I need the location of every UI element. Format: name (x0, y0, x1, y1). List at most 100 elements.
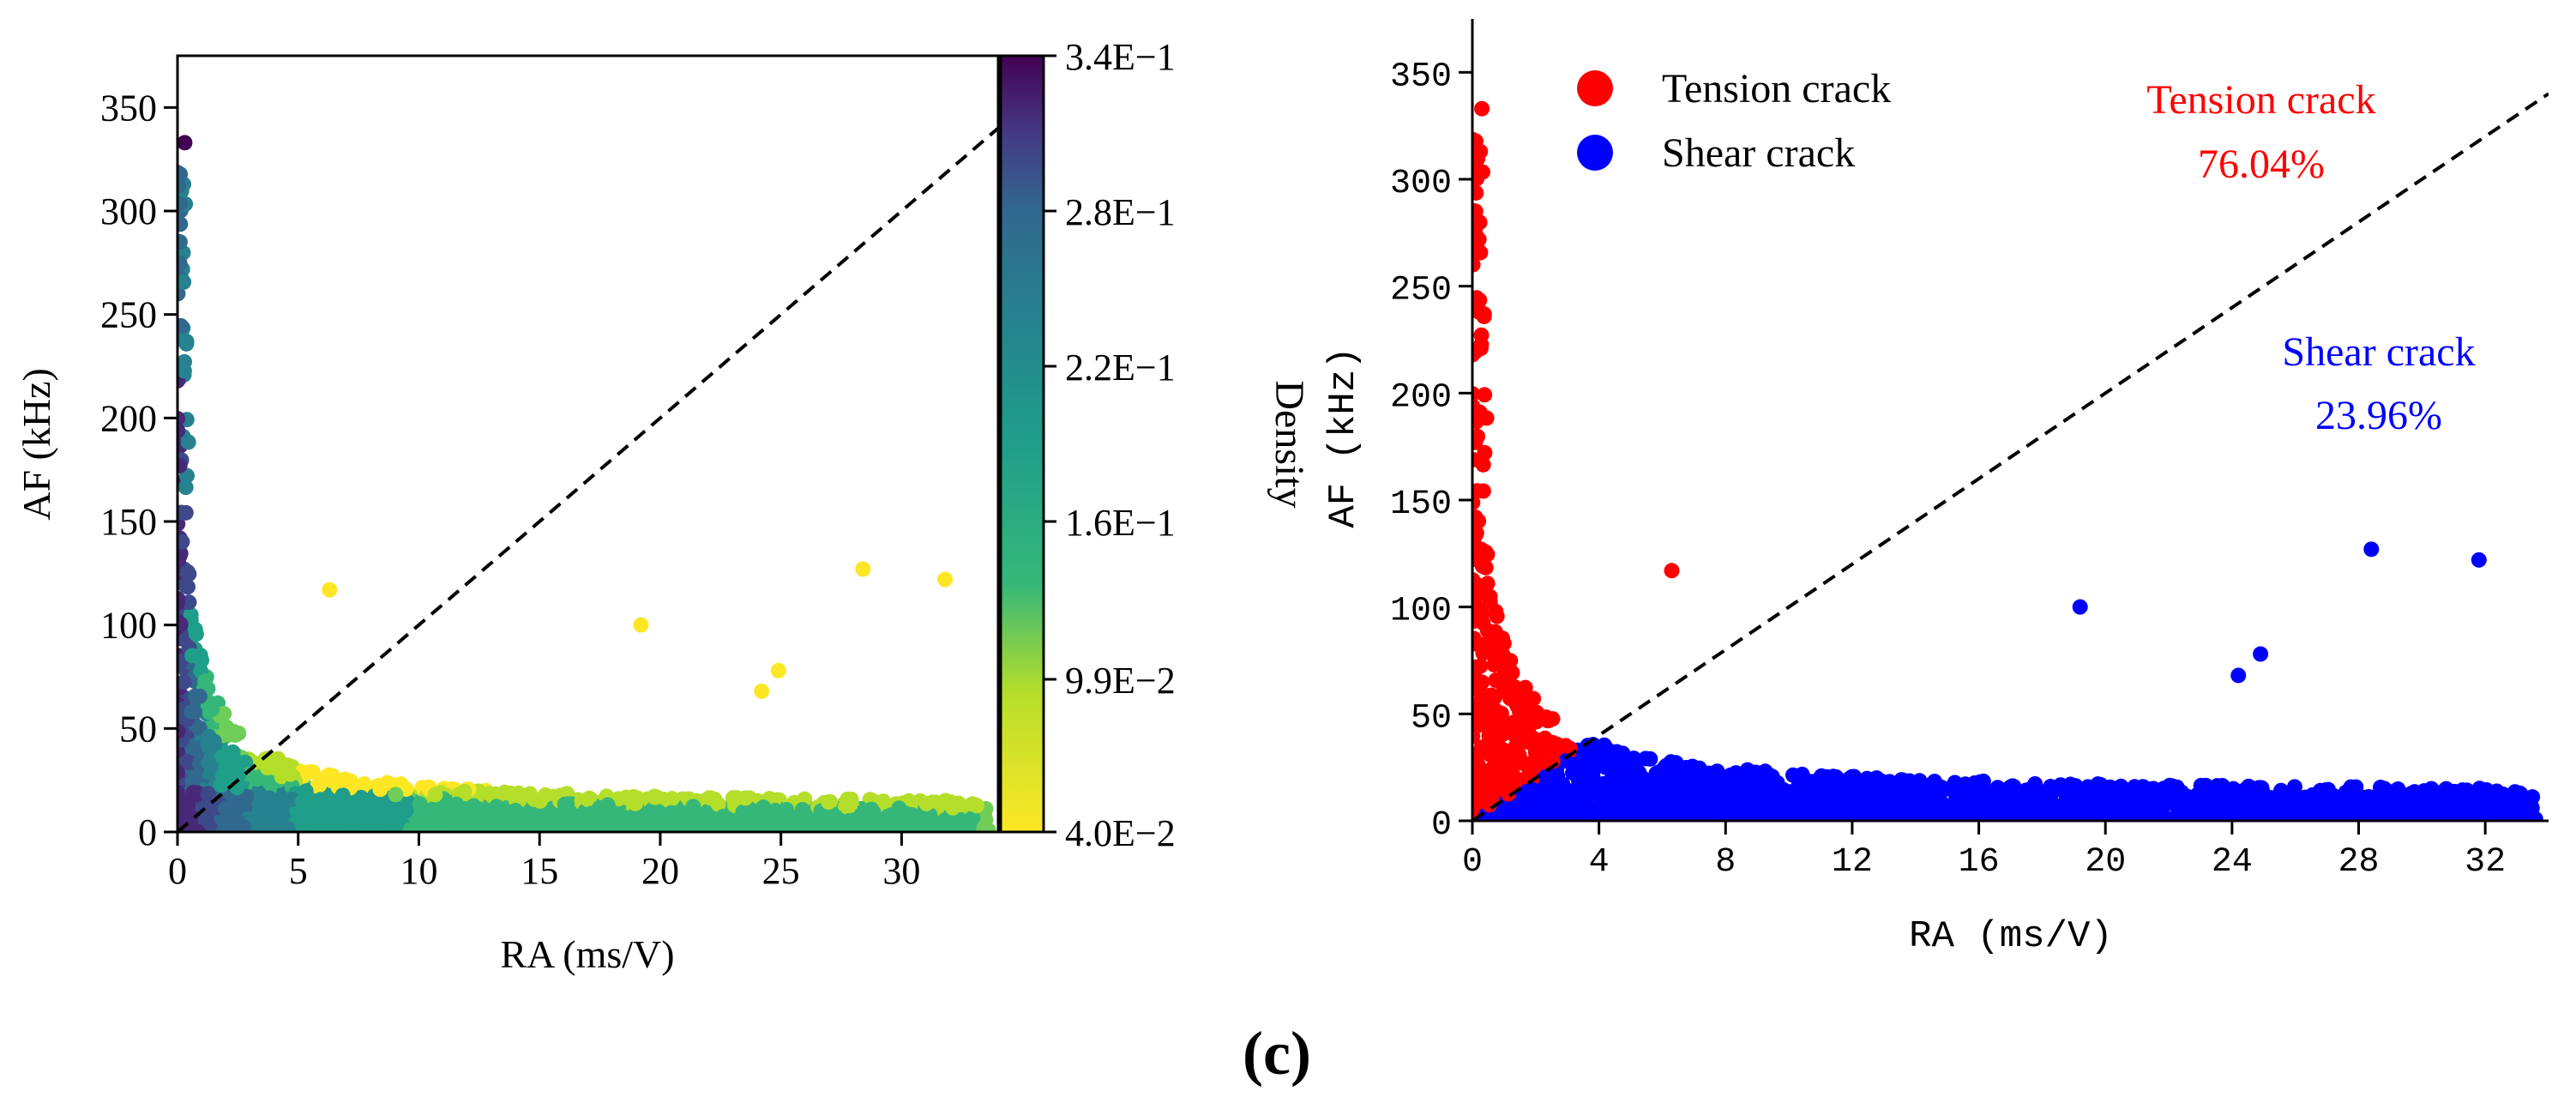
data-point (178, 802, 195, 818)
data-point (1472, 636, 1485, 653)
data-point (1722, 812, 1738, 821)
y-tick-label: 0 (138, 811, 157, 853)
crack-point-cloud (1472, 131, 2543, 821)
data-point (1893, 772, 1910, 788)
data-point (324, 793, 340, 810)
data-point (521, 820, 537, 832)
data-point (261, 794, 277, 811)
data-point (1750, 774, 1766, 790)
colorbar-frame (999, 54, 1045, 834)
data-point (439, 814, 455, 830)
data-point (796, 823, 812, 832)
data-point (2032, 791, 2049, 807)
data-point (213, 777, 229, 793)
data-point (2299, 811, 2315, 821)
x-axis-ticks: 0 4 8 12 16 20 24 28 32 (1462, 821, 2506, 882)
data-point (1478, 559, 1494, 576)
data-point (412, 796, 428, 812)
data-point (2318, 781, 2334, 798)
data-point (659, 823, 676, 832)
data-point (1478, 410, 1495, 426)
data-point (2174, 784, 2190, 800)
data-point (834, 823, 850, 832)
data-point (178, 533, 190, 550)
outlier-point (1474, 100, 1490, 117)
x-tick-label: 25 (762, 850, 800, 892)
data-point (738, 814, 755, 830)
data-point (842, 798, 858, 814)
data-point (1472, 225, 1484, 241)
data-point (1584, 782, 1600, 799)
data-point (2525, 789, 2541, 805)
data-point (1972, 784, 1989, 800)
x-tick-label: 32 (2465, 843, 2506, 882)
density-scatter-chart: 0 5 10 15 20 25 30 0 50 100 150 200 250 300 350 RA (m… (15, 36, 1312, 976)
data-point (449, 801, 466, 817)
colorbar-tick-label: 4.0E−2 (1065, 812, 1176, 854)
data-point (201, 755, 217, 771)
data-point (1806, 805, 1822, 821)
data-point (1706, 778, 1722, 794)
x-tick-label: 30 (882, 850, 920, 892)
data-point (251, 818, 268, 832)
data-point (1782, 784, 1798, 800)
data-point (178, 591, 186, 607)
highlighted-points (1474, 100, 2487, 684)
data-point (2507, 784, 2523, 800)
highlighted-points (178, 135, 954, 699)
tension-crack-percentage: 76.04% (2198, 142, 2325, 187)
data-point (1493, 672, 1509, 689)
y-tick-label: 100 (100, 605, 157, 647)
shear-crack-percentage: 23.96% (2315, 393, 2442, 438)
data-point (190, 823, 206, 832)
data-point (557, 796, 573, 812)
data-point (313, 792, 329, 808)
data-point (1472, 244, 1489, 261)
data-point (965, 796, 981, 812)
data-point (2320, 800, 2337, 817)
data-point (238, 754, 254, 770)
data-point (2132, 805, 2148, 821)
data-point (2059, 780, 2075, 796)
data-point (695, 822, 712, 832)
data-point (353, 791, 370, 807)
data-point (1477, 444, 1493, 461)
data-point (308, 817, 324, 832)
data-point (178, 786, 187, 802)
data-point (2211, 802, 2227, 818)
data-point (1484, 630, 1500, 647)
data-point (1521, 764, 1538, 781)
data-point (950, 795, 966, 811)
y-tick-label: 300 (1390, 165, 1452, 203)
outlier-point (322, 582, 338, 598)
data-point (358, 803, 375, 819)
data-point (581, 790, 598, 806)
data-point (178, 723, 186, 739)
outlier-point (754, 683, 770, 699)
data-point (623, 792, 639, 808)
data-point (1769, 811, 1785, 821)
data-point (262, 775, 278, 791)
y-tick-label: 150 (100, 501, 157, 543)
data-point (1712, 791, 1728, 807)
data-point (180, 434, 196, 450)
x-tick-label: 20 (2085, 843, 2126, 882)
data-point (1479, 741, 1496, 757)
data-point (1472, 131, 1481, 148)
outlier-point (633, 617, 649, 633)
data-point (918, 795, 935, 811)
data-point (1490, 773, 1507, 789)
data-point (538, 787, 554, 803)
data-point (710, 796, 726, 812)
legend: Tension crack Shear crack (1577, 66, 1891, 176)
x-tick-label: 0 (168, 850, 187, 892)
data-point (178, 764, 186, 781)
data-point (1493, 705, 1509, 721)
colorbar-tick-label: 2.2E−1 (1065, 347, 1176, 389)
data-point (2335, 812, 2351, 821)
colorbar-tick-label: 9.9E−2 (1065, 660, 1176, 702)
data-point (958, 823, 974, 832)
data-point (1652, 779, 1669, 795)
data-point (1845, 808, 1861, 821)
